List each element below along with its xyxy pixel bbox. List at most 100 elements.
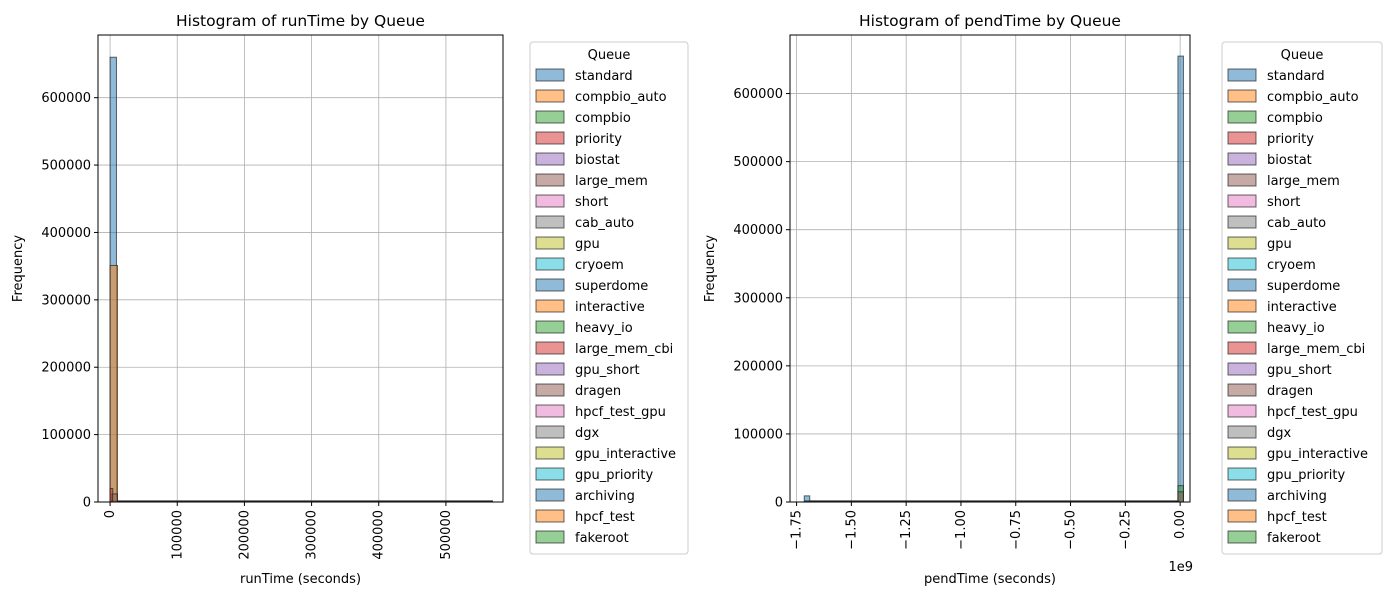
histogram-bar-large_mem	[111, 493, 118, 503]
legend-swatch	[535, 89, 565, 103]
legend-swatch	[1227, 236, 1257, 250]
x-tick-label: 200000	[237, 510, 252, 560]
x-tick-label: 300000	[305, 510, 320, 560]
legend-swatch	[1227, 215, 1257, 229]
legend-item-label: superdome	[1267, 279, 1340, 294]
legend-swatch	[535, 131, 565, 145]
x-tick-label: −0.25	[1118, 510, 1133, 550]
legend-swatch	[535, 446, 565, 460]
histogram-bar-standard	[1177, 55, 1184, 503]
legend-swatch	[1227, 89, 1257, 103]
legend-item-label: standard	[575, 69, 633, 84]
y-tick-label: 100000	[733, 427, 783, 442]
legend-item-label: hpcf_test_gpu	[1267, 405, 1358, 420]
legend-swatch	[1227, 404, 1257, 418]
legend-item-label: large_mem_cbi	[1267, 342, 1365, 357]
legend-item-label: hpcf_test	[1267, 510, 1327, 525]
legend-swatch	[1227, 467, 1257, 481]
y-tick-label: 300000	[733, 291, 783, 306]
legend-swatch	[535, 236, 565, 250]
legend-swatch	[1227, 194, 1257, 208]
legend-swatch	[535, 488, 565, 502]
legend-swatch	[1227, 425, 1257, 439]
legend-swatch	[535, 383, 565, 397]
y-tick-label: 0	[83, 496, 91, 511]
legend-swatch	[1227, 530, 1257, 544]
legend-item-label: superdome	[575, 279, 648, 294]
x-tick-label: −0.75	[1009, 510, 1024, 550]
legend-item-label: gpu_interactive	[1267, 447, 1368, 462]
y-tick-label: 600000	[41, 91, 91, 106]
legend-item-label: short	[575, 195, 608, 210]
legend-swatch	[535, 257, 565, 271]
legend-swatch	[1227, 152, 1257, 166]
legend-item-label: dragen	[1267, 384, 1313, 399]
legend-item-label: cab_auto	[1267, 216, 1326, 231]
x-tick-label: −1.75	[790, 510, 805, 550]
histogram-bar-compbio_auto	[109, 264, 118, 503]
legend-item-label: gpu	[575, 237, 600, 252]
legend-item-label: cryoem	[575, 258, 624, 273]
legend-swatch	[1227, 488, 1257, 502]
x-tick-label: −1.50	[844, 510, 859, 550]
legend-swatch	[1227, 257, 1257, 271]
legend-swatch	[1227, 278, 1257, 292]
legend-item-label: large_mem_cbi	[575, 342, 673, 357]
legend-item-label: archiving	[1267, 489, 1327, 504]
x-tick-label: −1.00	[954, 510, 969, 550]
legend-swatch	[535, 173, 565, 187]
chart-title: Histogram of runTime by Queue	[176, 12, 425, 30]
legend-frame	[1221, 41, 1383, 555]
legend-item-label: large_mem	[1267, 174, 1340, 189]
legend-swatch	[535, 215, 565, 229]
legend-item-label: biostat	[575, 153, 620, 168]
legend-frame	[529, 41, 689, 555]
x-axis-label: runTime (seconds)	[240, 572, 361, 587]
legend-title: Queue	[588, 48, 631, 63]
legend-swatch	[1227, 509, 1257, 523]
legend-swatch	[1227, 68, 1257, 82]
y-tick-label: 100000	[41, 428, 91, 443]
legend-item-label: hpcf_test	[575, 510, 635, 525]
legend-swatch	[535, 278, 565, 292]
y-tick-label: 400000	[41, 226, 91, 241]
legend-item-label: gpu	[1267, 237, 1292, 252]
histogram-bar-large_mem	[1177, 491, 1184, 503]
legend-item-label: standard	[1267, 69, 1325, 84]
legend-swatch	[1227, 131, 1257, 145]
legend-swatch	[535, 152, 565, 166]
legend-item-label: cab_auto	[575, 216, 634, 231]
legend-item-label: cryoem	[1267, 258, 1316, 273]
y-tick-label: 300000	[41, 293, 91, 308]
legend-swatch	[1227, 299, 1257, 313]
legend-item-label: biostat	[1267, 153, 1312, 168]
legend-item-label: compbio	[1267, 111, 1323, 126]
legend-item-label: priority	[1267, 132, 1314, 147]
x-tick-label: 400000	[372, 510, 387, 560]
legend-swatch	[1227, 320, 1257, 334]
legend-swatch	[1227, 341, 1257, 355]
legend-item-label: fakeroot	[575, 531, 629, 546]
legend-item-label: large_mem	[575, 174, 648, 189]
legend-swatch	[535, 68, 565, 82]
y-axis-label: Frequency	[11, 235, 26, 302]
legend-item-label: heavy_io	[575, 321, 633, 336]
legend-swatch	[1227, 173, 1257, 187]
y-axis-label: Frequency	[703, 235, 718, 302]
axes-frame	[789, 34, 1191, 503]
legend-swatch	[535, 404, 565, 418]
x-tick-label: 0	[103, 510, 118, 518]
legend-swatch	[535, 467, 565, 481]
legend-swatch	[535, 341, 565, 355]
histogram-panel-2: −1.75 −1.50 −1.25 −1.00 −0.75 −0.50 −0.25 0.00 0…	[703, 12, 1193, 587]
x-axis-offset-label: 1e9	[1168, 560, 1193, 575]
legend-swatch	[535, 509, 565, 523]
legend-swatch	[1227, 110, 1257, 124]
legend-swatch	[1227, 446, 1257, 460]
legend-item-label: gpu_short	[1267, 363, 1332, 378]
legend-swatch	[535, 530, 565, 544]
legend-item-label: hpcf_test_gpu	[575, 405, 666, 420]
